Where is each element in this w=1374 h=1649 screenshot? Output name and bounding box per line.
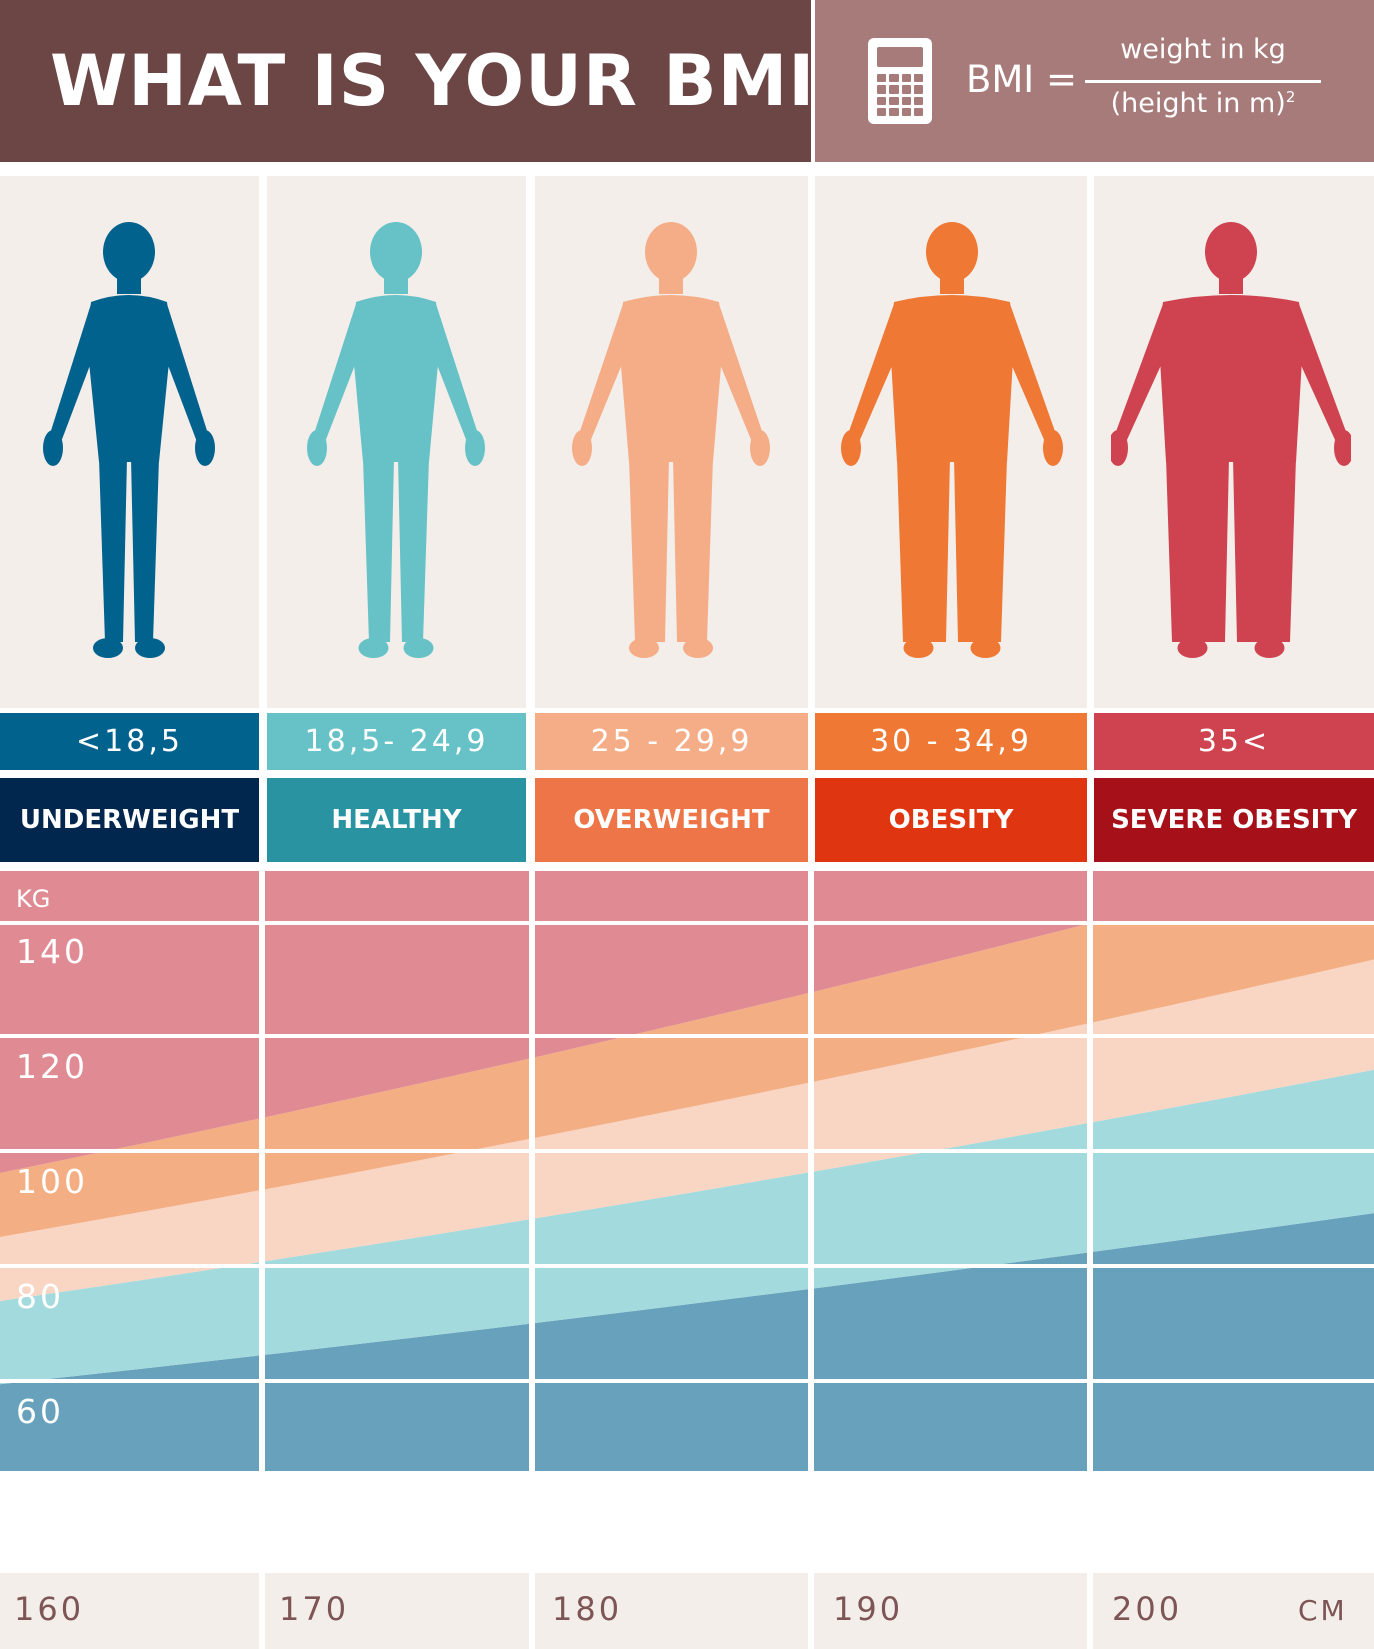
- y-tick-label: 40: [16, 1507, 64, 1546]
- vertical-grid-line: [529, 871, 535, 1561]
- severely-obese-body-silhouette-icon: [1111, 222, 1351, 658]
- x-tick-label: 170: [279, 1590, 350, 1628]
- y-axis-unit: KG: [16, 885, 50, 913]
- horizontal-grid-line: [0, 1494, 1374, 1498]
- horizontal-grid-line: [0, 1379, 1374, 1383]
- header-banner: WHAT IS YOUR BMI?: [0, 0, 856, 162]
- x-tick-label: 190: [833, 1590, 904, 1628]
- category-label-underweight: UNDERWEIGHT: [0, 778, 259, 862]
- bmi-band: [0, 871, 1374, 1237]
- bmi-range-overweight: 25 - 29,9: [535, 713, 808, 770]
- formula-exponent: 2: [1285, 88, 1296, 106]
- x-tick-label: 160: [14, 1590, 85, 1628]
- calculator-icon: [868, 38, 932, 124]
- bmi-range-obesity: 30 - 34,9: [815, 713, 1087, 770]
- vertical-grid-line: [1087, 871, 1093, 1561]
- bmi-weight-height-chart: 140 120 100 80 60 40 KG: [0, 871, 1374, 1561]
- vertical-grid-line: [259, 871, 265, 1561]
- y-tick-label: 140: [16, 932, 88, 971]
- x-tick-label: 200: [1112, 1590, 1183, 1628]
- bmi-band: [0, 959, 1374, 1301]
- obese-body-silhouette-icon: [841, 222, 1063, 658]
- page-title: WHAT IS YOUR BMI?: [50, 40, 857, 122]
- x-axis-strip: [0, 1573, 1374, 1649]
- horizontal-grid-line: [0, 1034, 1374, 1038]
- formula-denominator: (height in m)2: [1110, 88, 1296, 119]
- y-tick-label: 60: [16, 1392, 64, 1431]
- bmi-range-underweight: <18,5: [0, 713, 259, 770]
- vertical-grid-line: [808, 871, 814, 1561]
- bmi-range-healthy: 18,5- 24,9: [267, 713, 526, 770]
- x-axis-unit: CM: [1298, 1594, 1348, 1627]
- y-tick-label: 80: [16, 1277, 64, 1316]
- bmi-band: [0, 1069, 1374, 1385]
- y-tick-label: 100: [16, 1162, 88, 1201]
- horizontal-grid-line: [0, 1149, 1374, 1153]
- normal-body-silhouette-icon: [307, 222, 485, 658]
- y-tick-label: 120: [16, 1047, 88, 1086]
- horizontal-grid-line: [0, 921, 1374, 925]
- x-tick-label: 180: [552, 1590, 623, 1628]
- category-label-healthy: HEALTHY: [267, 778, 526, 862]
- overweight-body-silhouette-icon: [572, 222, 770, 658]
- bmi-band: [0, 871, 1374, 1173]
- bmi-range-severe-obesity: 35<: [1094, 713, 1374, 770]
- kg-header-row: [0, 871, 1374, 923]
- formula-label: BMI =: [966, 58, 1077, 101]
- bmi-band: [0, 1213, 1374, 1471]
- category-label-obesity: OBESITY: [815, 778, 1087, 862]
- formula-numerator: weight in kg: [1120, 34, 1286, 65]
- category-label-overweight: OVERWEIGHT: [535, 778, 808, 862]
- horizontal-grid-line: [0, 1264, 1374, 1268]
- formula-fraction-line: [1085, 80, 1321, 83]
- category-label-severe-obesity: SEVERE OBESITY: [1094, 778, 1374, 862]
- thin-body-silhouette-icon: [43, 222, 215, 658]
